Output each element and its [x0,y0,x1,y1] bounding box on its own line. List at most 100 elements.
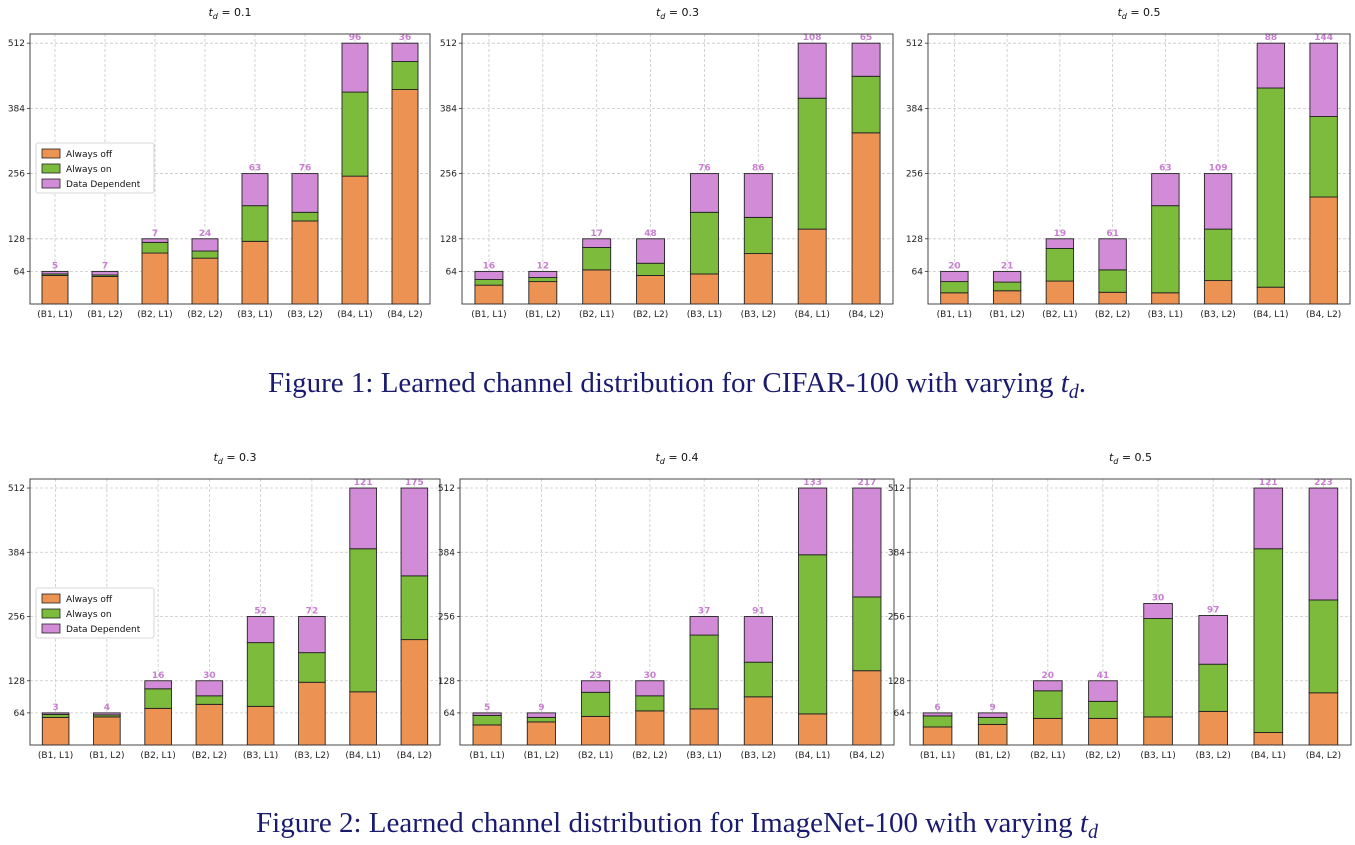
bar-data-dependent [1098,238,1127,271]
bar-data-dependent [141,238,169,243]
data-label: 36 [399,33,412,43]
bar-always-on [400,575,429,641]
y-tick-label: 384 [888,548,905,558]
bar-data-dependent [93,712,121,716]
bar-always-on [1088,700,1118,719]
x-tick-label: (B3, L2) [287,310,322,320]
plot-frame [459,478,895,746]
x-tick-label: (B3, L1) [687,310,722,320]
bar-always-on [1309,116,1338,198]
y-tick-label: 512 [438,484,455,494]
data-label: 4 [104,703,110,713]
x-tick-label: (B4, L2) [849,751,884,761]
data-label: 16 [483,261,496,271]
x-tick-label: (B2, L1) [579,310,614,320]
y-tick-label: 256 [8,613,25,623]
bar-data-dependent [797,42,827,99]
x-tick-label: (B3, L2) [741,310,776,320]
data-label: 17 [590,229,603,239]
x-tick-label: (B4, L1) [795,751,830,761]
x-tick-label: (B2, L2) [1095,310,1130,320]
bar-always-off [341,175,369,305]
bar-data-dependent [851,42,881,77]
bar-data-dependent [391,42,419,62]
chart-6: 6 (B1, L1) 9 (B1, L2) 20 (B2, L1) 41 (B2, L2) 30… [888,451,1352,761]
x-tick-label: (B1, L1) [469,751,504,761]
x-tick-label: (B1, L2) [975,751,1010,761]
bar-data-dependent [526,712,556,718]
legend-label: Data Dependent [66,625,141,635]
bar-data-dependent [922,712,953,717]
bar-always-off [798,713,828,746]
legend-label: Always off [66,150,113,160]
data-label: 7 [102,261,108,271]
legend-box [35,587,155,639]
data-label: 23 [589,671,602,681]
bar-always-off [922,726,953,746]
bar-always-on [141,241,169,254]
bar-data-dependent [1045,238,1075,249]
bar-always-on [689,634,719,710]
bar-data-dependent [144,680,172,690]
data-label: 20 [948,261,961,271]
bar-always-off [349,691,377,746]
y-tick-label: 512 [8,39,25,49]
bar-always-off [992,290,1022,305]
legend-label: Data Dependent [66,180,141,190]
bar-always-off [689,273,719,305]
y-tick-label: 128 [438,677,455,687]
bar-always-off [582,269,612,305]
bar-always-off [195,703,224,746]
chart-title: td = 0.4 [655,451,698,466]
data-label: 5 [52,261,58,271]
bar-always-on [582,247,612,271]
bar-always-off [41,716,70,746]
y-tick-label: 256 [8,170,25,180]
bar-data-dependent [349,487,377,550]
bar-always-off [528,281,558,305]
bar-always-off [141,252,169,305]
bar-always-on [526,716,556,723]
data-label: 37 [698,607,711,617]
bar-always-off [581,715,611,746]
data-label: 63 [249,164,262,174]
bar-always-off [1151,292,1180,305]
legend-swatch [41,178,61,189]
chart-title: td = 0.1 [208,6,251,21]
bar-data-dependent [743,173,773,218]
bar-always-on [298,652,326,683]
bar-data-dependent [1151,173,1180,207]
y-tick-label: 384 [8,104,25,114]
bar-data-dependent [298,616,326,654]
plot-frame [909,478,1352,746]
y-tick-label: 128 [888,677,905,687]
bar-always-on [689,211,719,275]
data-label: 24 [199,229,212,239]
x-tick-label: (B2, L1) [1030,751,1065,761]
bar-data-dependent [977,712,1008,718]
data-label: 76 [299,164,312,174]
bar-always-off [91,276,119,305]
data-label: 175 [405,478,424,488]
x-tick-label: (B2, L1) [578,751,613,761]
data-label: 30 [1152,593,1165,603]
data-label: 88 [1265,33,1278,43]
y-tick-label: 128 [8,677,25,687]
chart-title: td = 0.5 [1109,451,1152,466]
bar-always-off [635,710,665,746]
bar-always-off [93,716,121,746]
x-tick-label: (B4, L2) [387,310,422,320]
bar-always-off [636,275,666,305]
bar-always-on [472,714,502,726]
x-tick-label: (B1, L2) [89,751,124,761]
data-label: 30 [644,671,657,681]
y-tick-label: 512 [906,39,923,49]
bar-always-on [1143,618,1173,718]
x-tick-label: (B1, L1) [38,751,73,761]
bar-always-on [195,695,224,705]
bar-data-dependent [1088,680,1118,702]
data-label: 20 [1042,671,1055,681]
bar-always-on [1098,269,1127,293]
bar-always-off [1256,286,1286,305]
bar-data-dependent [241,173,269,207]
